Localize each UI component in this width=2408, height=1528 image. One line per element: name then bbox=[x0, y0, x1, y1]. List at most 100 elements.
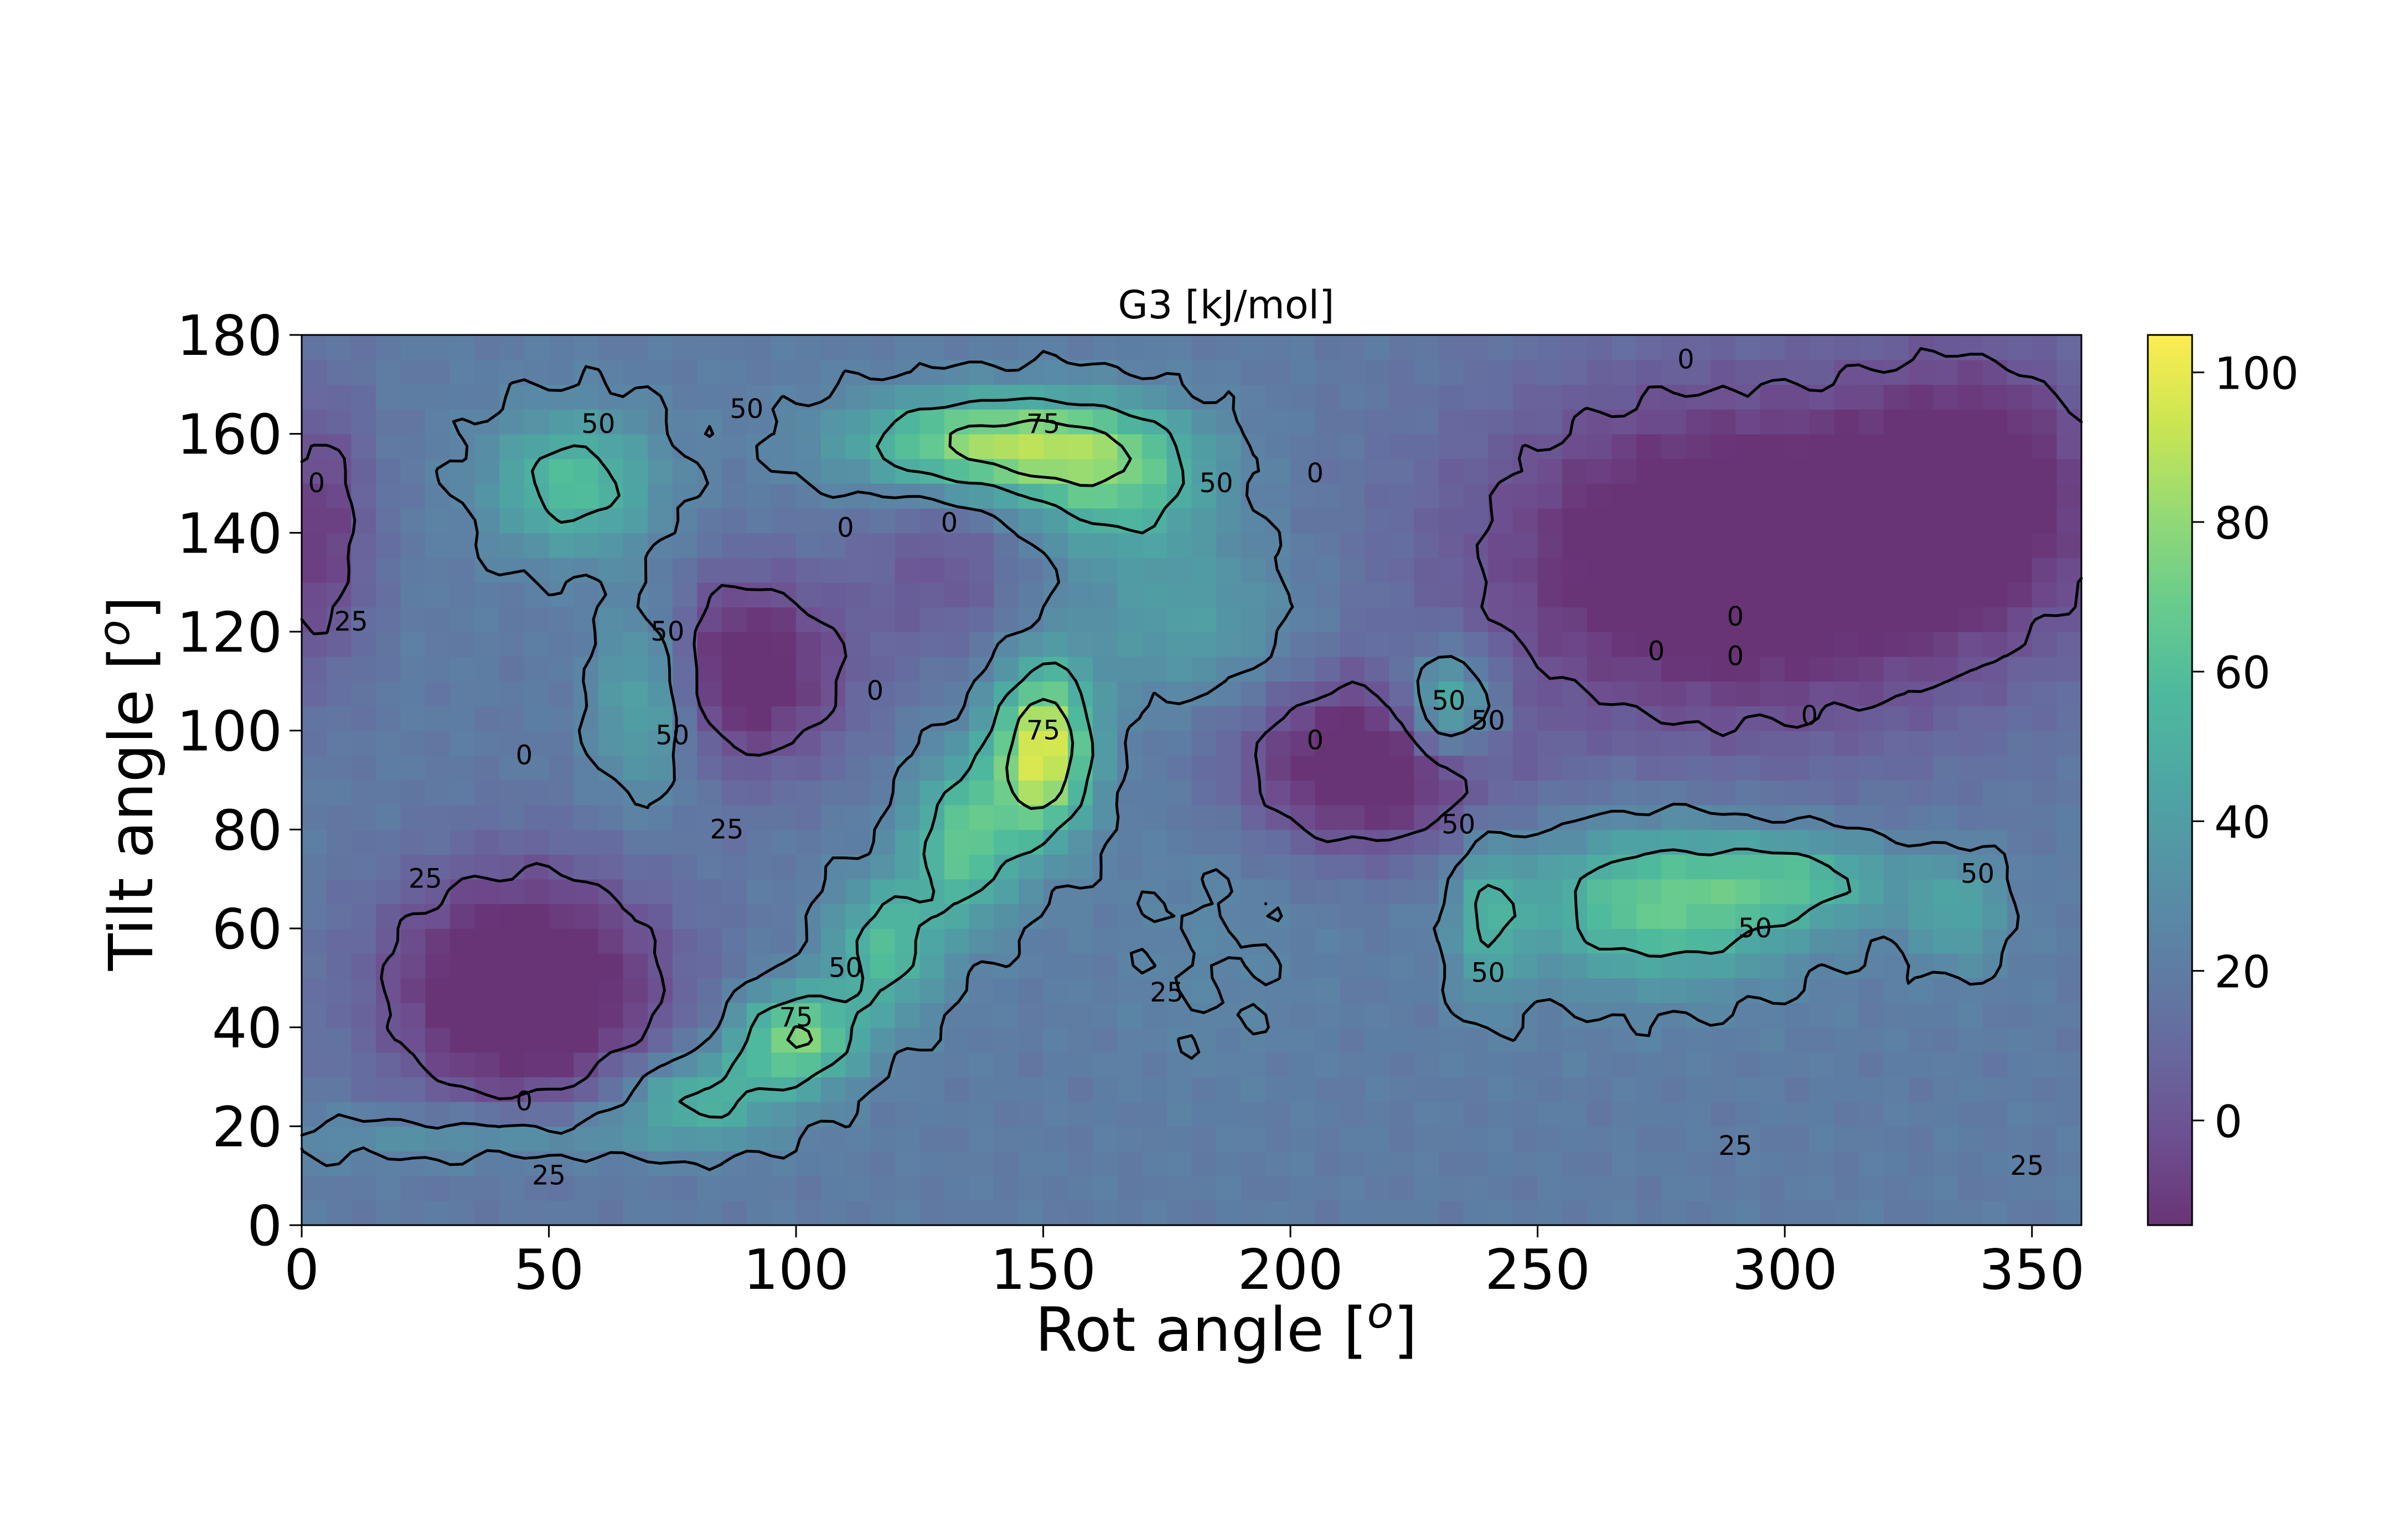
heatmap-cell bbox=[1093, 1028, 1118, 1052]
heatmap-cell bbox=[623, 360, 648, 385]
heatmap-cell bbox=[2032, 582, 2057, 607]
heatmap-cell bbox=[821, 829, 846, 854]
heatmap-cell bbox=[1958, 657, 1983, 682]
heatmap-cell bbox=[376, 409, 401, 434]
heatmap-cell bbox=[1414, 1028, 1439, 1052]
heatmap-cell bbox=[1686, 1028, 1711, 1052]
heatmap-cell bbox=[327, 706, 352, 731]
heatmap-cell bbox=[1093, 953, 1118, 978]
heatmap-cell bbox=[1884, 384, 1909, 409]
x-tick-label: 200 bbox=[1238, 1237, 1343, 1302]
heatmap-cell bbox=[1810, 978, 1835, 1003]
heatmap-cell bbox=[648, 508, 673, 533]
heatmap-cell bbox=[1488, 1126, 1513, 1151]
heatmap-cell bbox=[1711, 1052, 1735, 1077]
y-tick-label: 0 bbox=[247, 1194, 282, 1258]
heatmap-cell bbox=[302, 1176, 327, 1201]
heatmap-cell bbox=[1118, 483, 1143, 508]
heatmap-cell bbox=[1513, 1176, 1538, 1201]
heatmap-cell bbox=[376, 879, 401, 904]
heatmap-cell bbox=[1785, 582, 1810, 607]
heatmap-cell bbox=[425, 1200, 450, 1225]
heatmap-cell bbox=[1711, 409, 1735, 434]
heatmap-cell bbox=[401, 458, 426, 483]
heatmap-cell bbox=[376, 1126, 401, 1151]
heatmap-cell bbox=[302, 384, 327, 409]
heatmap-cell bbox=[1216, 1200, 1241, 1225]
heatmap-cell bbox=[1365, 780, 1389, 805]
heatmap-cell bbox=[870, 1126, 895, 1151]
heatmap-cell bbox=[1439, 879, 1464, 904]
heatmap-cell bbox=[1958, 928, 1983, 953]
heatmap-cell bbox=[1735, 335, 1760, 360]
heatmap-cell bbox=[1019, 508, 1043, 533]
heatmap-cell bbox=[1735, 458, 1760, 483]
heatmap-cell bbox=[1859, 1176, 1884, 1201]
heatmap-cell bbox=[1265, 706, 1290, 731]
heatmap-cell bbox=[845, 755, 870, 780]
heatmap-cell bbox=[697, 557, 722, 582]
heatmap-cell bbox=[302, 780, 327, 805]
heatmap-cell bbox=[919, 953, 944, 978]
heatmap-cell bbox=[1315, 1200, 1340, 1225]
contour-label: 50 bbox=[1432, 685, 1465, 716]
heatmap-cell bbox=[1661, 657, 1686, 682]
heatmap-cell bbox=[1933, 1077, 1958, 1102]
heatmap-cell bbox=[895, 731, 920, 756]
heatmap-cell bbox=[450, 657, 475, 682]
heatmap-cell bbox=[1513, 557, 1538, 582]
heatmap-cell bbox=[1142, 1052, 1167, 1077]
heatmap-cell bbox=[796, 434, 821, 459]
heatmap-cell bbox=[1265, 879, 1290, 904]
heatmap-cell bbox=[870, 1102, 895, 1127]
heatmap-cell bbox=[1142, 1126, 1167, 1151]
heatmap-cell bbox=[2032, 508, 2057, 533]
heatmap-cell bbox=[747, 533, 772, 557]
heatmap-cell bbox=[747, 1176, 772, 1201]
heatmap-cell bbox=[1686, 879, 1711, 904]
heatmap-cell bbox=[1933, 1126, 1958, 1151]
heatmap-cell bbox=[1414, 731, 1439, 756]
heatmap-cell bbox=[1933, 1028, 1958, 1052]
heatmap-cell bbox=[401, 557, 426, 582]
heatmap-cell bbox=[1538, 953, 1563, 978]
heatmap-cell bbox=[919, 1176, 944, 1201]
heatmap-cell bbox=[1093, 582, 1118, 607]
heatmap-cell bbox=[1365, 706, 1389, 731]
heatmap-cell bbox=[524, 1003, 549, 1028]
heatmap-cell bbox=[475, 632, 500, 657]
heatmap-cell bbox=[1636, 533, 1661, 557]
heatmap-cell bbox=[1859, 731, 1884, 756]
heatmap-cell bbox=[598, 1052, 623, 1077]
heatmap-cell bbox=[1464, 928, 1489, 953]
heatmap-cell bbox=[1636, 879, 1661, 904]
heatmap-cell bbox=[969, 928, 994, 953]
heatmap-cell bbox=[1439, 384, 1464, 409]
heatmap-cell bbox=[1834, 607, 1859, 632]
heatmap-cell bbox=[1389, 458, 1414, 483]
heatmap-cell bbox=[450, 533, 475, 557]
heatmap-cell bbox=[1290, 879, 1315, 904]
heatmap-cell bbox=[1068, 557, 1093, 582]
heatmap-cell bbox=[1043, 1102, 1068, 1127]
heatmap-cell bbox=[450, 879, 475, 904]
heatmap-cell bbox=[499, 533, 524, 557]
heatmap-cell bbox=[1290, 854, 1315, 879]
heatmap-cell bbox=[1587, 780, 1612, 805]
heatmap-cell bbox=[747, 607, 772, 632]
heatmap-cell bbox=[1884, 657, 1909, 682]
heatmap-cell bbox=[1982, 434, 2007, 459]
heatmap-cell bbox=[1587, 360, 1612, 385]
heatmap-cell bbox=[648, 1052, 673, 1077]
heatmap-cell bbox=[425, 731, 450, 756]
heatmap-cell bbox=[697, 335, 722, 360]
heatmap-cell bbox=[1958, 780, 1983, 805]
heatmap-cell bbox=[1265, 384, 1290, 409]
heatmap-cell bbox=[376, 632, 401, 657]
heatmap-cell bbox=[747, 681, 772, 706]
chart-title: G3 [kJ/mol] bbox=[1118, 282, 1335, 328]
heatmap-cell bbox=[1414, 1200, 1439, 1225]
heatmap-cell bbox=[1834, 1176, 1859, 1201]
heatmap-cell bbox=[1464, 755, 1489, 780]
heatmap-cell bbox=[1118, 854, 1143, 879]
